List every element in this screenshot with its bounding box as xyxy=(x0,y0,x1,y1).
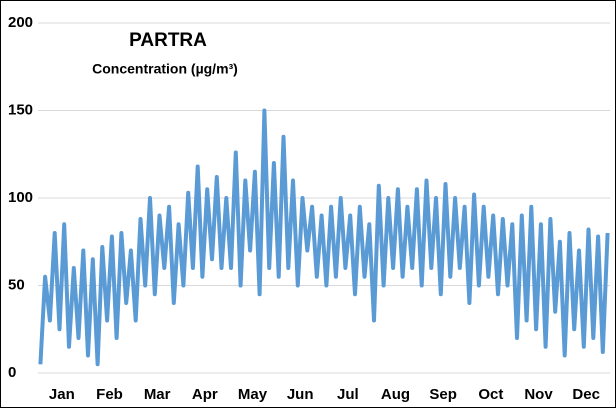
x-tick-label: Feb xyxy=(96,386,123,403)
y-tick-label: 100 xyxy=(8,189,33,206)
x-tick-label: May xyxy=(238,386,268,403)
x-tick-label: Jul xyxy=(337,386,359,403)
x-tick-label: Jun xyxy=(287,386,314,403)
chart-title: PARTRA xyxy=(129,30,207,51)
y-tick-label: 0 xyxy=(8,364,16,381)
x-tick-label: Mar xyxy=(144,386,171,403)
data-line xyxy=(38,108,610,367)
x-tick-label: Oct xyxy=(478,386,503,403)
chart-subtitle: Concentration (µg/m³) xyxy=(92,61,238,77)
x-tick-label: Dec xyxy=(572,386,600,403)
y-tick-label: 200 xyxy=(8,14,33,31)
x-tick-label: Aug xyxy=(381,386,410,403)
y-tick-label: 50 xyxy=(8,276,25,293)
x-tick-label: Jan xyxy=(49,386,75,403)
x-tick-label: Sep xyxy=(429,386,457,403)
x-tick-label: Nov xyxy=(524,386,553,403)
y-tick-label: 150 xyxy=(8,101,33,118)
x-tick-label: Apr xyxy=(192,386,218,403)
